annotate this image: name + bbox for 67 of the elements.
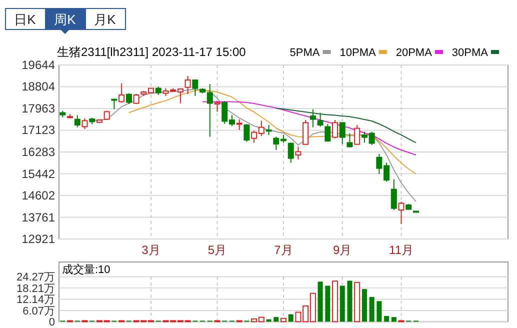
bar	[318, 282, 323, 322]
candlestick	[339, 122, 346, 145]
candlestick	[74, 114, 80, 128]
bar	[384, 316, 390, 322]
candlestick	[288, 142, 294, 164]
y-tick-label: 13761	[22, 210, 56, 224]
candlestick	[192, 80, 198, 97]
y-tick-label: 19644	[22, 58, 56, 72]
candlestick	[295, 146, 302, 160]
legend-label: 5PMA	[290, 47, 320, 59]
candlestick	[236, 118, 242, 131]
y-tick-label: 15442	[22, 166, 56, 181]
bar	[376, 301, 382, 322]
candlestick	[266, 124, 272, 136]
candlestick	[317, 112, 324, 128]
bar	[340, 286, 345, 322]
bar	[362, 289, 367, 322]
candlestick	[244, 124, 250, 142]
x-tick-label: 5月	[208, 243, 227, 257]
candlestick	[184, 76, 191, 95]
candlestick	[390, 178, 397, 211]
chart-title: 成交量:10	[62, 263, 110, 276]
text: 日K	[14, 12, 36, 27]
bar	[354, 282, 360, 322]
candlestick	[111, 98, 118, 110]
text: 月K	[94, 12, 116, 27]
x-tick-label: 3月	[142, 243, 160, 257]
y-tick-label: 18.21万	[16, 282, 55, 295]
y-tick-label: 16283	[22, 144, 56, 159]
legend-label: 10PMA	[340, 47, 376, 59]
bar	[274, 317, 279, 322]
y-tick-label: 0	[48, 316, 55, 328]
legend-label: 30PMA	[452, 47, 489, 59]
y-tick-label: 17123	[22, 123, 56, 138]
chart-title: 生猪2311[lh2311] 2023-11-17 15:00	[57, 45, 246, 59]
candlestick	[354, 124, 360, 146]
bar	[288, 314, 294, 322]
y-tick-label: 6.07万	[22, 305, 55, 318]
line-series	[128, 90, 416, 174]
bar	[391, 317, 396, 322]
x-tick-label: 11月	[389, 243, 414, 257]
candlestick	[126, 92, 132, 105]
bar	[280, 318, 286, 322]
bar	[347, 280, 352, 322]
candlestick	[214, 100, 220, 112]
bar	[325, 286, 330, 322]
candlestick	[346, 132, 353, 148]
line-series	[276, 108, 416, 144]
y-tick-label: 14602	[22, 188, 56, 202]
y-tick-label: 12.14万	[16, 294, 55, 306]
x-tick-label: 7月	[274, 243, 293, 257]
text: 周K	[54, 12, 76, 27]
legend-label: 20PMA	[396, 47, 433, 59]
candlestick	[118, 82, 125, 104]
bar	[369, 297, 374, 322]
candlestick	[332, 120, 338, 139]
candlestick	[324, 124, 331, 142]
candlestick	[302, 120, 309, 146]
candlestick	[310, 108, 316, 128]
y-tick-label: 18804	[22, 80, 56, 94]
y-tick-label: 12921	[22, 232, 56, 246]
candlestick	[82, 118, 88, 130]
candlestick	[398, 201, 404, 225]
y-tick-label: 17963	[22, 102, 56, 116]
x-tick-label: 9月	[333, 243, 352, 257]
bar	[332, 280, 338, 322]
y-tick-label: 24.27万	[16, 272, 55, 284]
